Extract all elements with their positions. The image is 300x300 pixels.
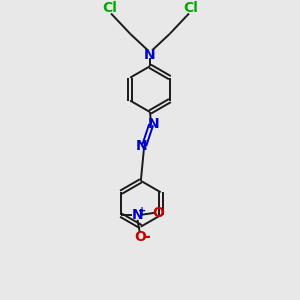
Text: N: N xyxy=(132,208,143,222)
Text: +: + xyxy=(139,206,147,216)
Text: N: N xyxy=(148,116,160,130)
Text: -: - xyxy=(143,228,150,246)
Text: Cl: Cl xyxy=(183,2,198,15)
Text: Cl: Cl xyxy=(102,2,117,15)
Text: O: O xyxy=(152,206,164,220)
Text: O: O xyxy=(134,230,146,244)
Text: N: N xyxy=(136,140,147,153)
Text: N: N xyxy=(144,48,156,62)
